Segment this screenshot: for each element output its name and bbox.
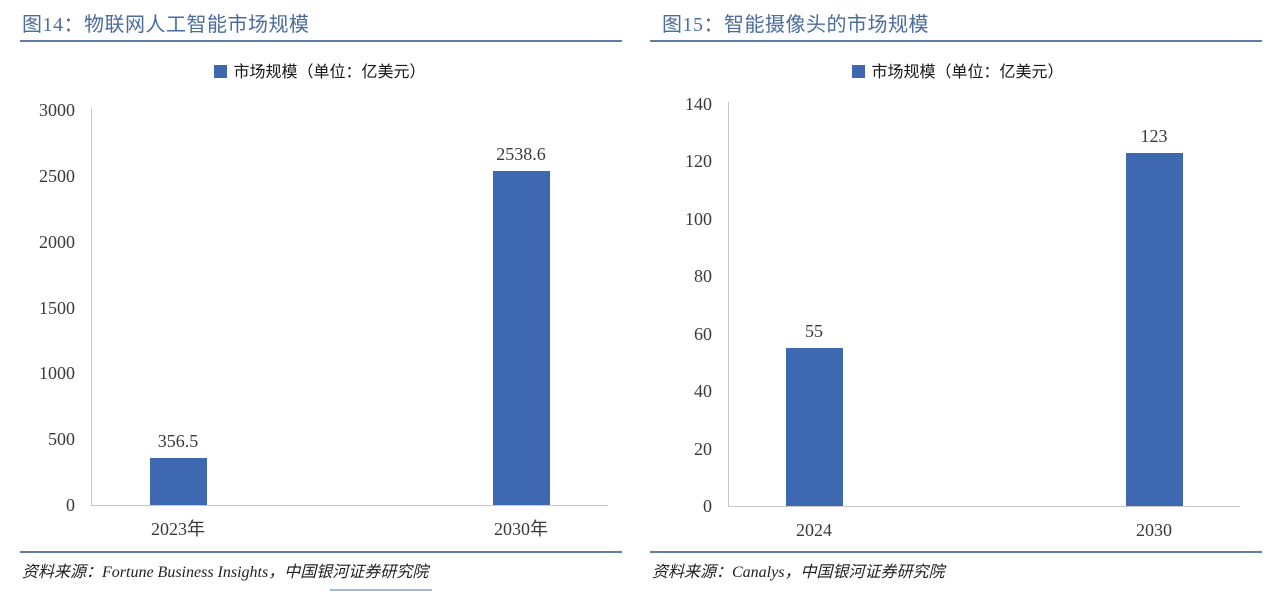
- figure15-title-divider: [650, 40, 1262, 42]
- figure14-title: 图14：物联网人工智能市场规模: [22, 14, 310, 36]
- bar-2023年: [149, 458, 207, 505]
- figure15-legend: 市场规模（单位：亿美元）: [728, 63, 1188, 83]
- figure14-legend-label: 市场规模（单位：亿美元）: [233, 64, 426, 81]
- figure14-legend: 市场规模（单位：亿美元）: [90, 63, 550, 83]
- y-axis-line: [91, 108, 92, 505]
- x-axis-category-label: 2030年: [494, 519, 548, 539]
- legend-swatch-icon: [214, 65, 228, 78]
- y-axis-tick-label: 100: [685, 208, 712, 229]
- y-axis-tick-label: 120: [685, 151, 712, 172]
- y-axis-tick-label: 20: [694, 438, 712, 459]
- x-axis-line: [91, 505, 608, 506]
- y-axis-tick-label: 0: [703, 496, 712, 516]
- x-axis-category-label: 2024: [796, 520, 832, 540]
- figure15-source: 资料来源：Canalys，中国银河证券研究院: [652, 564, 945, 581]
- y-axis-tick-label: 1500: [39, 297, 75, 318]
- figure15-source-divider: [650, 551, 1262, 553]
- page-footer-rule-partial: [330, 589, 432, 591]
- bar-2030: [1125, 153, 1183, 506]
- bar-value-label: 356.5: [157, 431, 199, 451]
- y-axis-line: [728, 102, 729, 506]
- y-axis-tick-label: 80: [694, 266, 712, 287]
- bar-2024: [785, 348, 843, 506]
- figure14-source-divider: [20, 551, 622, 553]
- y-axis-tick-label: 2500: [39, 165, 75, 186]
- y-axis-tick-label: 1000: [39, 363, 75, 384]
- figure15-title: 图15：智能摄像头的市场规模: [662, 14, 929, 36]
- bar-value-label: 2538.6: [496, 144, 546, 164]
- y-axis-tick-label: 0: [66, 495, 75, 515]
- figure15-legend-label: 市场规模（单位：亿美元）: [871, 64, 1064, 81]
- y-axis-tick-label: 3000: [39, 100, 75, 120]
- figure14-title-divider: [20, 40, 622, 42]
- y-axis-tick-label: 500: [48, 429, 75, 450]
- x-axis-category-label: 2023年: [151, 519, 205, 539]
- legend-swatch-icon: [852, 65, 866, 78]
- bar-value-label: 123: [1140, 126, 1168, 146]
- y-axis-tick-label: 60: [694, 323, 712, 344]
- y-axis-tick-label: 40: [694, 381, 712, 402]
- bar-value-label: 55: [805, 321, 823, 341]
- figure14-source: 资料来源：Fortune Business Insights，中国银河证券研究院: [22, 564, 429, 581]
- x-axis-line: [728, 506, 1240, 507]
- y-axis-tick-label: 140: [685, 94, 712, 114]
- x-axis-category-label: 2030: [1136, 520, 1172, 540]
- bar-2030年: [492, 171, 550, 505]
- y-axis-tick-label: 2000: [39, 231, 75, 252]
